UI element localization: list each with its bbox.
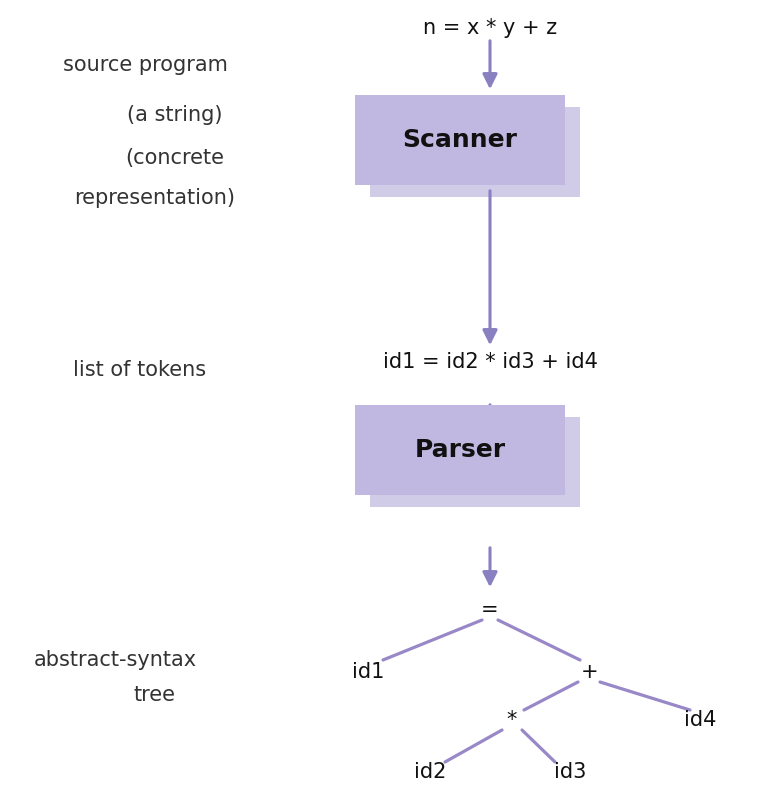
Text: Parser: Parser: [415, 438, 506, 462]
Text: source program: source program: [63, 55, 227, 75]
Bar: [355, 95, 565, 185]
Text: n = x * y + z: n = x * y + z: [423, 18, 557, 38]
Text: *: *: [507, 710, 517, 730]
Text: id1: id1: [352, 662, 384, 682]
Bar: [370, 107, 580, 197]
Text: id3: id3: [554, 762, 586, 782]
Text: tree: tree: [134, 685, 176, 705]
Text: Scanner: Scanner: [402, 128, 518, 152]
Text: =: =: [481, 600, 499, 620]
Text: id2: id2: [414, 762, 446, 782]
Bar: [370, 417, 580, 507]
Text: representation): representation): [74, 188, 236, 208]
Bar: [355, 405, 565, 495]
Text: list of tokens: list of tokens: [74, 360, 207, 380]
Text: abstract-syntax: abstract-syntax: [33, 650, 196, 670]
Text: +: +: [581, 662, 599, 682]
Text: (concrete: (concrete: [126, 148, 224, 168]
Text: id4: id4: [684, 710, 716, 730]
Text: id1 = id2 * id3 + id4: id1 = id2 * id3 + id4: [383, 352, 597, 372]
Text: (a string): (a string): [127, 105, 223, 125]
